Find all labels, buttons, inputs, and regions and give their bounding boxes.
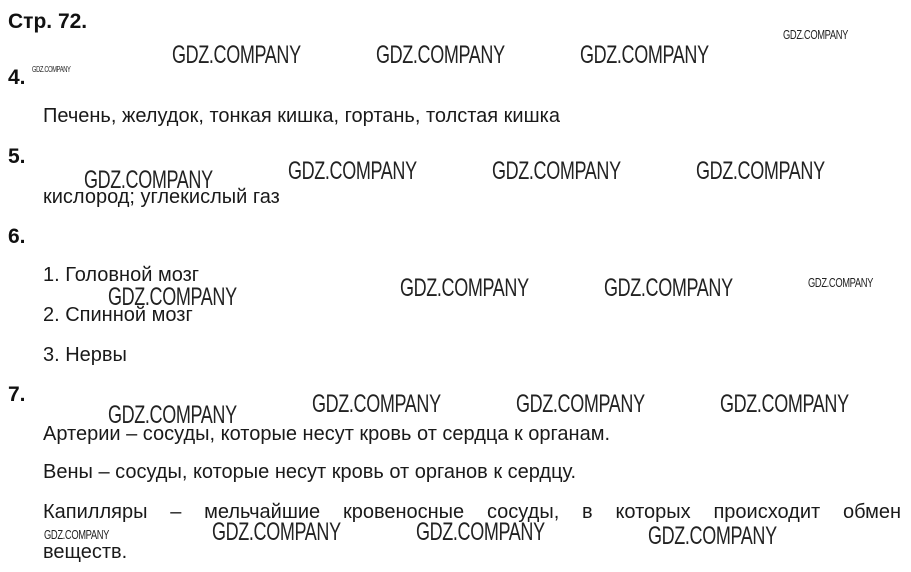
task-answer: Вены – сосуды, которые несут кровь от ор…	[43, 461, 577, 483]
watermark: GDZ.COMPANY	[516, 390, 645, 418]
watermark: GDZ.COMPANY	[376, 41, 505, 69]
watermark: GDZ.COMPANY	[720, 390, 849, 418]
watermark: GDZ.COMPANY	[44, 527, 110, 542]
task-answer: кислород; углекислый газ	[43, 186, 280, 208]
watermark: GDZ.COMPANY	[783, 27, 849, 42]
watermark: GDZ.COMPANY	[492, 157, 621, 185]
task-answer: веществ.	[43, 541, 128, 563]
watermark: GDZ.COMPANY	[32, 65, 71, 74]
watermark: GDZ.COMPANY	[212, 518, 341, 546]
task-number: 6.	[8, 225, 26, 248]
task-answer: Капилляры – мельчайшие кровеносные сосуд…	[43, 501, 901, 523]
watermark: GDZ.COMPANY	[172, 41, 301, 69]
task-answer: Печень, желудок, тонкая кишка, гортань, …	[43, 105, 560, 127]
watermark: GDZ.COMPANY	[648, 522, 777, 550]
watermark: GDZ.COMPANY	[400, 274, 529, 302]
watermark: GDZ.COMPANY	[312, 390, 441, 418]
watermark: GDZ.COMPANY	[108, 283, 237, 311]
watermark: GDZ.COMPANY	[580, 41, 709, 69]
page-title: Стр. 72.	[8, 10, 88, 33]
task-number: 4.	[8, 66, 26, 89]
task-answer: Артерии – сосуды, которые несут кровь от…	[43, 423, 611, 445]
task-number: 5.	[8, 145, 26, 168]
task-number: 7.	[8, 383, 26, 406]
watermark: GDZ.COMPANY	[696, 157, 825, 185]
watermark: GDZ.COMPANY	[604, 274, 733, 302]
task-answer: 1. Головной мозг	[43, 264, 200, 286]
watermark: GDZ.COMPANY	[84, 166, 213, 194]
watermark: GDZ.COMPANY	[288, 157, 417, 185]
task-answer: 2. Спинной мозг	[43, 304, 193, 326]
task-answer: 3. Нервы	[43, 344, 127, 366]
watermark: GDZ.COMPANY	[416, 518, 545, 546]
watermark: GDZ.COMPANY	[808, 275, 874, 290]
watermark: GDZ.COMPANY	[108, 401, 237, 429]
